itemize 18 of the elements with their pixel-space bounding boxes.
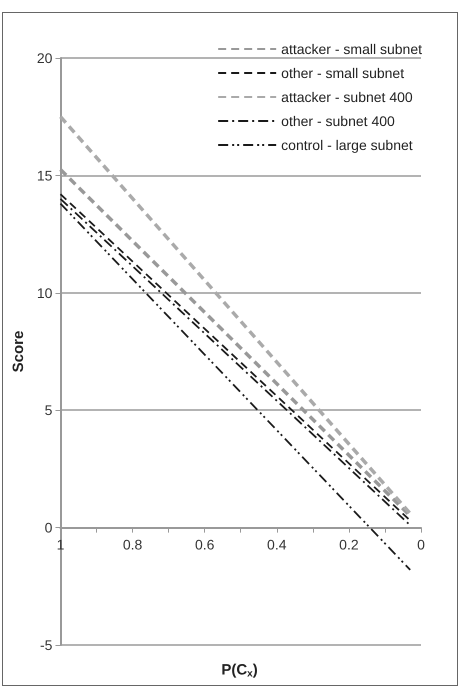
legend-label: other - subnet 400 xyxy=(281,113,396,129)
legend-label: attacker - subnet 400 xyxy=(281,89,413,105)
x-tick-label: 0.4 xyxy=(267,536,287,553)
y-tick-label: -5 xyxy=(40,637,53,653)
y-axis-title: Score xyxy=(10,330,27,372)
x-tick-label: 0.6 xyxy=(194,536,215,553)
x-tick-label: 0 xyxy=(417,536,426,553)
legend-label: other - small subnet xyxy=(281,65,404,81)
x-tick-label: 0.8 xyxy=(122,536,143,553)
legend-label: attacker - small subnet xyxy=(281,41,422,57)
y-tick-label: 5 xyxy=(44,402,53,418)
y-tick-label: 20 xyxy=(36,50,53,66)
legend-label: control - large subnet xyxy=(281,137,413,153)
y-tick-label: 0 xyxy=(44,520,53,536)
y-tick-label: 10 xyxy=(36,284,53,301)
x-tick-label: 1 xyxy=(56,536,65,553)
x-tick-label: 0.2 xyxy=(339,536,359,553)
y-tick-label: 15 xyxy=(36,167,53,184)
